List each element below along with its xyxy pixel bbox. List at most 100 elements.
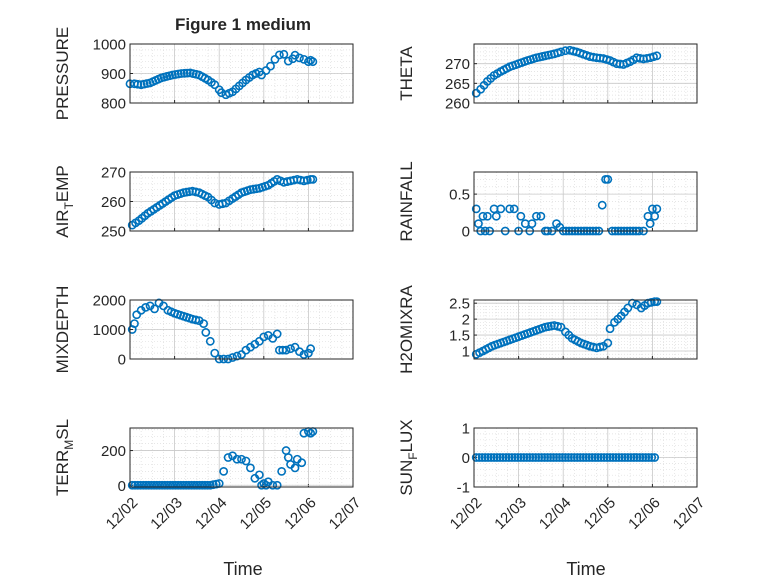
y-axis-label: H2OMIXRA bbox=[397, 284, 416, 373]
data-point bbox=[132, 310, 142, 320]
data-point bbox=[549, 453, 558, 462]
axes-box bbox=[473, 43, 698, 104]
y-axis-label: SUNFLUX bbox=[397, 419, 420, 495]
data-point bbox=[144, 480, 154, 490]
data-point bbox=[155, 480, 164, 490]
data-point bbox=[496, 204, 506, 214]
data-point bbox=[553, 48, 563, 58]
data-point bbox=[133, 79, 143, 89]
data-point bbox=[646, 297, 656, 307]
data-point bbox=[205, 336, 215, 346]
data-point bbox=[200, 191, 210, 200]
data-point bbox=[127, 480, 137, 490]
data-point bbox=[474, 453, 484, 462]
data-point bbox=[254, 336, 264, 346]
data-point bbox=[537, 323, 547, 333]
data-point bbox=[179, 68, 189, 78]
data-point bbox=[595, 342, 605, 352]
axes-box bbox=[129, 427, 354, 488]
data-point bbox=[652, 204, 662, 214]
data-point bbox=[306, 428, 316, 438]
y-axis-label-subscript: F bbox=[406, 452, 420, 459]
data-point bbox=[133, 480, 143, 490]
data-point bbox=[238, 78, 248, 88]
data-point bbox=[189, 480, 199, 490]
data-point bbox=[629, 453, 639, 462]
data-point bbox=[509, 204, 519, 214]
y-tick-label: 800 bbox=[101, 96, 126, 113]
data-point bbox=[187, 480, 196, 490]
data-point bbox=[268, 333, 278, 343]
data-point bbox=[179, 480, 188, 490]
data-point bbox=[486, 453, 496, 462]
data-point bbox=[626, 453, 636, 462]
data-point bbox=[149, 480, 159, 490]
y-tick-label: 1 bbox=[462, 421, 470, 438]
data-point bbox=[564, 330, 574, 340]
data-point bbox=[587, 453, 597, 462]
y-tick-label: 1000 bbox=[93, 37, 126, 54]
data-point bbox=[237, 350, 246, 359]
data-point bbox=[290, 342, 300, 352]
data-point bbox=[501, 453, 511, 462]
subplot-mixdepth: 0 1000 2000 MIXDEPTH bbox=[53, 286, 354, 374]
data-point bbox=[306, 344, 316, 354]
data-point bbox=[257, 480, 266, 490]
y-axis-label-part: SL bbox=[53, 419, 72, 440]
data-point bbox=[486, 74, 496, 83]
data-point bbox=[228, 353, 237, 362]
data-point bbox=[558, 453, 567, 462]
y-tick-label: 1.5 bbox=[449, 328, 470, 345]
data-point bbox=[303, 348, 313, 358]
data-point bbox=[283, 56, 293, 66]
data-point bbox=[130, 319, 139, 328]
data-point bbox=[644, 453, 654, 462]
data-point bbox=[200, 480, 210, 490]
data-point bbox=[244, 73, 254, 82]
data-point bbox=[150, 304, 159, 314]
y-axis-label: MIXDEPTH bbox=[53, 286, 72, 374]
y-axis-label: AIRTEMP bbox=[53, 165, 76, 238]
data-point bbox=[237, 454, 246, 464]
data-point bbox=[219, 466, 229, 476]
data-point bbox=[536, 211, 546, 221]
data-point bbox=[552, 453, 561, 462]
data-point bbox=[272, 329, 282, 339]
y-axis-label: PRESSURE bbox=[53, 27, 72, 121]
data-point bbox=[223, 453, 233, 462]
data-point bbox=[210, 348, 220, 358]
data-point bbox=[546, 453, 555, 462]
subplot-pressure: 800 900 1000 PRESSURE bbox=[53, 27, 354, 121]
data-point bbox=[131, 218, 140, 228]
data-point bbox=[224, 88, 234, 98]
data-point bbox=[173, 69, 183, 79]
y-tick-label: 0 bbox=[118, 478, 126, 495]
data-point bbox=[141, 302, 151, 312]
data-point bbox=[168, 480, 178, 490]
data-point bbox=[275, 50, 284, 60]
plot-area bbox=[474, 300, 697, 359]
data-point bbox=[185, 187, 194, 197]
data-point bbox=[605, 324, 615, 334]
data-point bbox=[543, 453, 552, 462]
y-tick-label: 0.5 bbox=[449, 187, 470, 204]
y-axis-label-part: SUN bbox=[397, 460, 416, 496]
data-point bbox=[647, 453, 657, 462]
data-point bbox=[211, 479, 221, 489]
data-point bbox=[480, 453, 490, 462]
data-point bbox=[286, 344, 295, 354]
data-point bbox=[578, 453, 588, 462]
data-point bbox=[546, 321, 556, 331]
data-point bbox=[561, 453, 570, 462]
data-point bbox=[147, 480, 156, 490]
data-point bbox=[243, 186, 252, 196]
data-point bbox=[640, 301, 649, 310]
data-point bbox=[140, 211, 150, 221]
data-point bbox=[277, 466, 287, 476]
data-point bbox=[495, 453, 505, 462]
data-point bbox=[141, 480, 151, 490]
data-point bbox=[181, 480, 191, 490]
data-point bbox=[154, 74, 163, 84]
axes-box bbox=[129, 299, 354, 360]
